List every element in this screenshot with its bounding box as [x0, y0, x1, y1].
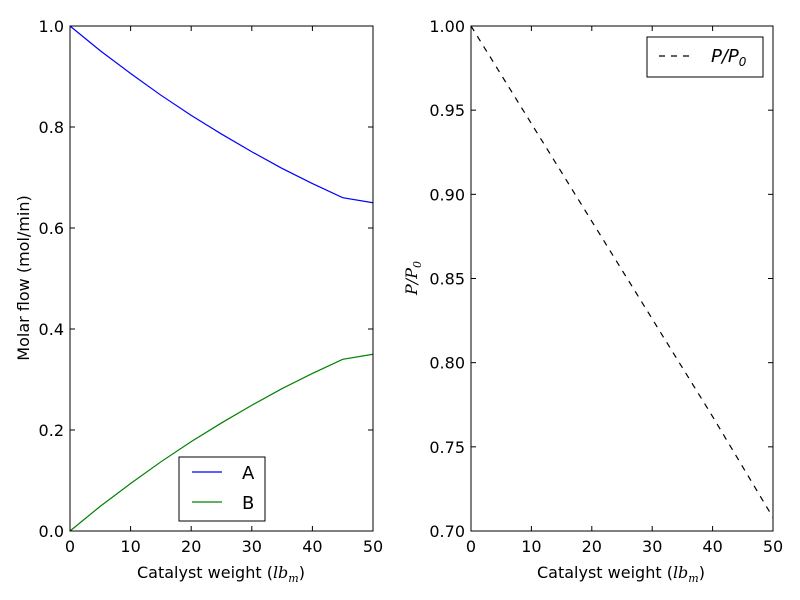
y-tick-label: 0.8: [39, 118, 64, 137]
y-tick-label: 0.95: [429, 101, 465, 120]
series-line-1: [69, 353, 374, 532]
molar-flow-chart: 0 10 20 30 40 50 0.0 0.2 0.4 0.6 0.8 1.0 Catalyst w…: [14, 17, 383, 585]
plot-frame: [69, 25, 374, 532]
y-tick-label: 0.85: [429, 270, 465, 289]
x-tick-label: 50: [363, 537, 383, 556]
x-tick-label: 0: [466, 537, 476, 556]
y-tick-label: 0.0: [39, 522, 64, 541]
pressure-ratio-chart: 0 10 20 30 40 500.700.750.800.850.900.951.00 …: [402, 17, 783, 585]
legend-label-b: B: [242, 493, 254, 514]
y-tick-label: 1.00: [429, 17, 465, 36]
y-tick-label: 0.75: [429, 438, 465, 457]
x-tick-label: 20: [181, 537, 201, 556]
x-tick-label: 20: [582, 537, 602, 556]
y-tick-label: 0.80: [429, 354, 465, 373]
axis-ticks: 0 10 20 30 40 50 0.70 0.75 0.80 0.85 0.90 0.95 1.00: [429, 17, 783, 556]
y-axis-label: Molar flow (mol/min): [14, 195, 33, 360]
y-tick-label: 1.0: [39, 17, 64, 36]
series-lines: [69, 25, 374, 532]
x-tick-label: 40: [302, 537, 322, 556]
series-line-0: [69, 25, 374, 204]
x-tick-label: 0: [65, 537, 75, 556]
legend-box: [178, 456, 266, 522]
axis-ticks: 0 10 20 30 40 50 0.0 0.2 0.4 0.6 0.8 1.0: [39, 17, 384, 556]
y-tick-label: 0.4: [39, 320, 64, 339]
legend-box: [646, 36, 764, 78]
y-tick-label: 0.2: [39, 421, 64, 440]
x-tick-label: 30: [242, 537, 262, 556]
x-axis-label: Catalyst weight (lbm): [137, 563, 305, 585]
x-tick-label: 30: [642, 537, 662, 556]
x-tick-label: 10: [521, 537, 541, 556]
x-axis-label: Catalyst weight (lbm): [537, 563, 705, 585]
legend-label-p-ratio: P/P0: [711, 46, 747, 69]
x-tick-label: 10: [120, 537, 140, 556]
x-tick-label: 40: [702, 537, 722, 556]
legend: A B: [178, 456, 266, 522]
legend: P/P0: [646, 36, 764, 78]
y-tick-label: 0.90: [429, 185, 465, 204]
y-axis-label: P/P0: [402, 261, 424, 296]
legend-label-a: A: [242, 463, 255, 484]
x-tick-label: 50: [763, 537, 783, 556]
y-tick-label: 0.6: [39, 219, 64, 238]
y-tick-label: 0.70: [429, 522, 465, 541]
